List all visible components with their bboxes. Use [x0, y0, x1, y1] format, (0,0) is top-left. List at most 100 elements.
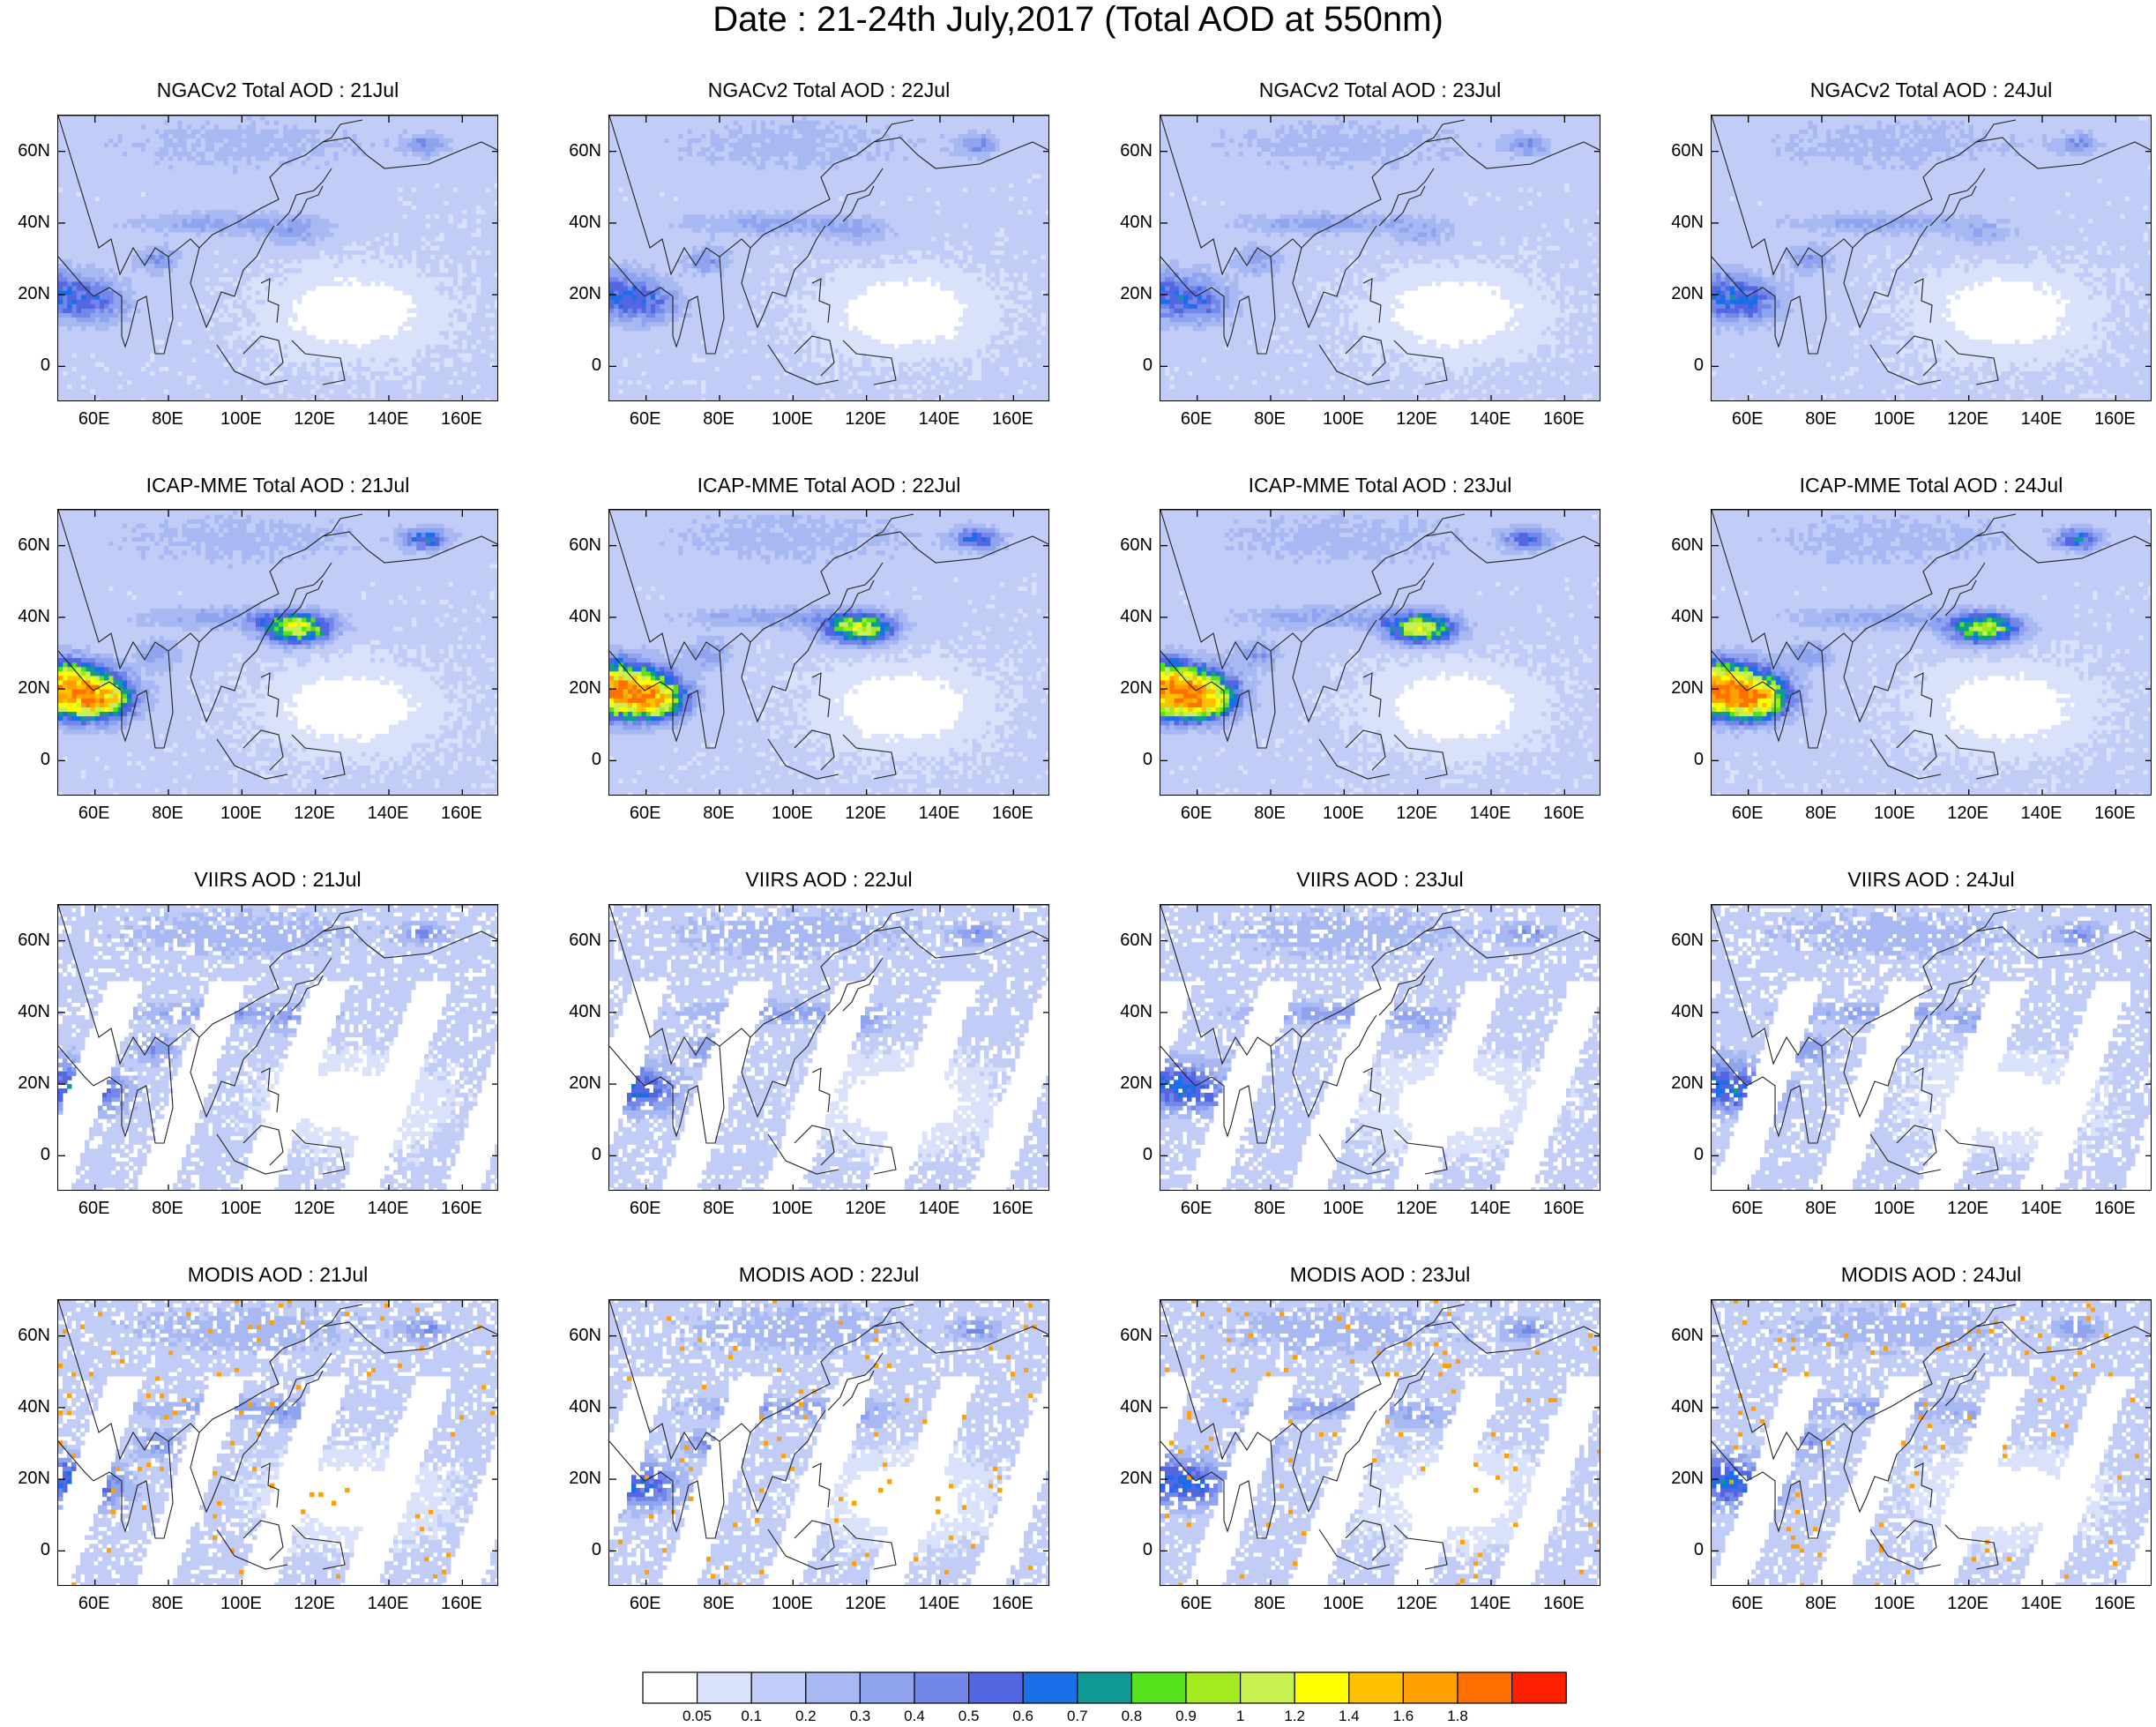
- lon-tick-label: 140E: [904, 803, 974, 824]
- lon-tick-label: 80E: [1786, 1198, 1856, 1219]
- lon-tick-label: 140E: [2006, 1593, 2077, 1614]
- lat-tick-label: 40N: [0, 606, 50, 627]
- aod-field: [609, 1300, 1049, 1586]
- lon-tick-label: 100E: [1859, 803, 1929, 824]
- aod-colorbar: [642, 1671, 1568, 1704]
- map-panel-ngac-22: [608, 115, 1049, 401]
- lon-tick-label: 60E: [1712, 408, 1783, 430]
- colorbar-label: 0.1: [729, 1708, 773, 1725]
- aod-field: [1160, 116, 1600, 401]
- lon-tick-label: 100E: [1859, 408, 1929, 430]
- lat-tick-label: 0: [1100, 355, 1153, 376]
- lon-tick-label: 120E: [1933, 408, 2003, 430]
- lon-tick-label: 100E: [1859, 1198, 1929, 1219]
- lat-tick-label: 40N: [1651, 212, 1704, 233]
- colorbar-label: 1: [1219, 1708, 1263, 1725]
- lat-tick-label: 0: [1651, 355, 1704, 376]
- lat-tick-label: 20N: [548, 677, 601, 699]
- lat-tick-label: 60N: [0, 535, 50, 556]
- colorbar-swatch: [1458, 1672, 1512, 1703]
- map-panel-viirs-24: [1711, 904, 2152, 1191]
- map-panel-icap-23: [1160, 509, 1600, 796]
- aod-field: [1712, 1300, 2152, 1586]
- lat-tick-label: 20N: [1651, 1073, 1704, 1094]
- colorbar-swatch: [1241, 1672, 1295, 1703]
- map-panel-viirs-23: [1160, 904, 1600, 1191]
- lat-tick-label: 0: [0, 749, 50, 770]
- lat-tick-label: 0: [1100, 749, 1153, 770]
- lat-tick-label: 0: [548, 749, 601, 770]
- colorbar-label: 0.05: [675, 1708, 720, 1725]
- lat-tick-label: 40N: [548, 1396, 601, 1417]
- lon-tick-label: 120E: [280, 408, 350, 430]
- lat-tick-label: 20N: [1651, 283, 1704, 304]
- colorbar-label: 1.6: [1381, 1708, 1425, 1725]
- lon-tick-label: 160E: [977, 803, 1048, 824]
- aod-field: [1160, 510, 1600, 796]
- lon-tick-label: 60E: [1712, 1593, 1783, 1614]
- lon-tick-label: 120E: [280, 1198, 350, 1219]
- colorbar-swatch: [751, 1672, 806, 1703]
- lon-tick-label: 100E: [205, 408, 276, 430]
- lon-tick-label: 160E: [426, 1198, 496, 1219]
- aod-field: [609, 905, 1049, 1191]
- lon-tick-label: 140E: [2006, 803, 2077, 824]
- lon-tick-label: 80E: [683, 408, 754, 430]
- lat-tick-label: 0: [0, 1144, 50, 1165]
- lon-tick-label: 120E: [1382, 1198, 1452, 1219]
- lon-tick-label: 80E: [683, 1593, 754, 1614]
- colorbar-label: 1.2: [1272, 1708, 1317, 1725]
- panel-title: MODIS AOD : 22Jul: [608, 1262, 1049, 1287]
- lat-tick-label: 0: [1651, 749, 1704, 770]
- lon-tick-label: 100E: [205, 1198, 276, 1219]
- lat-tick-label: 0: [548, 355, 601, 376]
- colorbar-label: 0.8: [1109, 1708, 1153, 1725]
- colorbar-label: 0.6: [1001, 1708, 1045, 1725]
- aod-field: [58, 510, 498, 796]
- map-panel-ngac-24: [1711, 115, 2152, 401]
- panel-title: MODIS AOD : 24Jul: [1711, 1262, 2152, 1287]
- lat-tick-label: 0: [1100, 1144, 1153, 1165]
- lon-tick-label: 120E: [831, 1593, 901, 1614]
- colorbar-label: 0.9: [1164, 1708, 1208, 1725]
- lat-tick-label: 60N: [1651, 535, 1704, 556]
- lon-tick-label: 160E: [1528, 803, 1599, 824]
- lon-tick-label: 60E: [610, 803, 681, 824]
- lon-tick-label: 160E: [2079, 803, 2150, 824]
- aod-field: [1712, 116, 2152, 401]
- lon-tick-label: 80E: [683, 803, 754, 824]
- lon-tick-label: 120E: [280, 1593, 350, 1614]
- colorbar-label: 0.7: [1056, 1708, 1100, 1725]
- lon-tick-label: 140E: [904, 408, 974, 430]
- lat-tick-label: 60N: [548, 1325, 601, 1346]
- colorbar-swatch: [914, 1672, 969, 1703]
- panel-title: VIIRS AOD : 23Jul: [1160, 867, 1600, 892]
- colorbar-swatch: [1512, 1672, 1567, 1703]
- lon-tick-label: 100E: [757, 803, 827, 824]
- lon-tick-label: 120E: [1382, 1593, 1452, 1614]
- lon-tick-label: 140E: [353, 408, 423, 430]
- lat-tick-label: 20N: [548, 1073, 601, 1094]
- panel-title: MODIS AOD : 23Jul: [1160, 1262, 1600, 1287]
- lat-tick-label: 40N: [0, 212, 50, 233]
- colorbar-swatch: [1403, 1672, 1458, 1703]
- lon-tick-label: 140E: [1455, 803, 1526, 824]
- lat-tick-label: 40N: [0, 1396, 50, 1417]
- map-panel-modis-21: [57, 1299, 498, 1586]
- aod-field: [1160, 1300, 1600, 1586]
- panel-title: ICAP-MME Total AOD : 24Jul: [1711, 473, 2152, 497]
- colorbar-label: 0.5: [947, 1708, 991, 1725]
- lon-tick-label: 140E: [904, 1198, 974, 1219]
- lon-tick-label: 80E: [132, 408, 203, 430]
- lon-tick-label: 120E: [280, 803, 350, 824]
- lon-tick-label: 80E: [683, 1198, 754, 1219]
- lon-tick-label: 60E: [1161, 803, 1232, 824]
- lon-tick-label: 160E: [2079, 408, 2150, 430]
- lon-tick-label: 100E: [1308, 1593, 1378, 1614]
- lon-tick-label: 140E: [1455, 1593, 1526, 1614]
- lat-tick-label: 20N: [0, 1468, 50, 1489]
- lon-tick-label: 120E: [1382, 408, 1452, 430]
- lon-tick-label: 120E: [1933, 803, 2003, 824]
- lon-tick-label: 60E: [610, 1593, 681, 1614]
- lon-tick-label: 60E: [59, 408, 130, 430]
